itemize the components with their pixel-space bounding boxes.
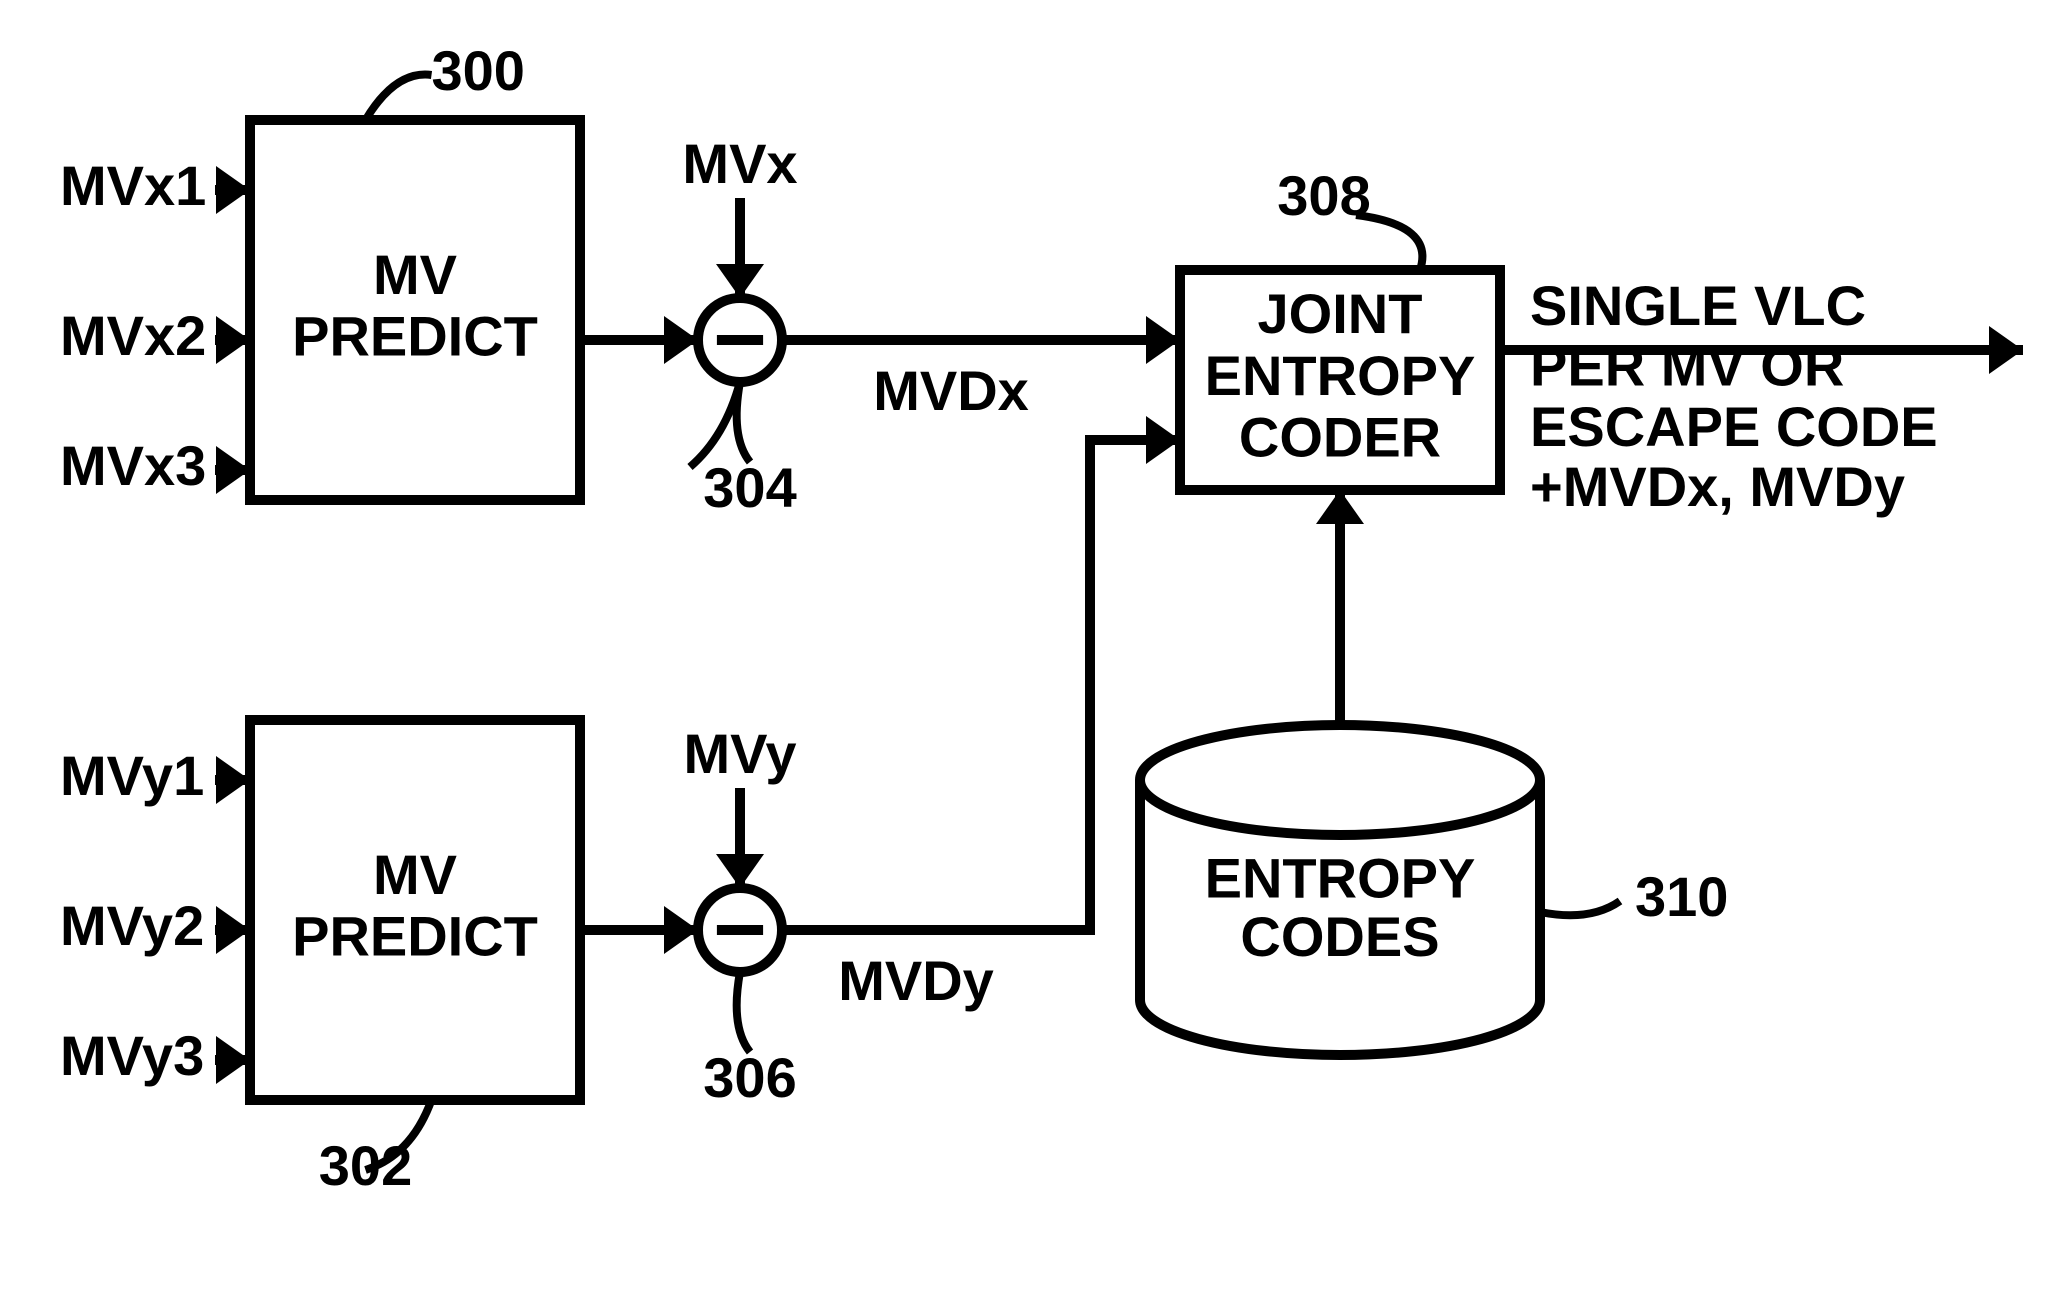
ref-302: 302 [319,1134,412,1197]
joint-entropy-coder-block-label: JOINT [1258,282,1423,345]
output-label: PER MV OR [1530,334,1844,397]
label-mvdx: MVDx [873,359,1029,422]
input-MVx3: MVx3 [60,434,206,497]
label-mvx: MVx [682,132,797,195]
entropy-codes-label: ENTROPY [1205,846,1476,909]
mv-predict-y-block-label: PREDICT [292,905,538,968]
label-mvy: MVy [683,722,796,785]
ref-308: 308 [1277,164,1370,227]
joint-entropy-coder-block-label: ENTROPY [1205,344,1476,407]
input-MVx1: MVx1 [60,154,206,217]
mv-predict-x-block-label: PREDICT [292,305,538,368]
entropy-codes-db [1140,725,1540,835]
input-MVx2: MVx2 [60,304,206,367]
label-mvdy: MVDy [838,949,994,1012]
mv-predict-x-block-label: MV [373,243,457,306]
output-label: ESCAPE CODE [1530,395,1938,458]
mv-predict-y-block-label: MV [373,843,457,906]
ref-310: 310 [1635,865,1728,928]
input-MVy2: MVy2 [60,894,204,957]
output-label: SINGLE VLC [1530,274,1866,337]
output-label: +MVDx, MVDy [1530,455,1905,518]
entropy-codes-label: CODES [1240,905,1439,968]
joint-entropy-coder-block-label: CODER [1239,405,1441,468]
ref-300: 300 [432,39,525,102]
input-MVy3: MVy3 [60,1024,204,1087]
ref-304: 304 [703,456,796,519]
input-MVy1: MVy1 [60,744,204,807]
ref-306: 306 [703,1046,796,1109]
